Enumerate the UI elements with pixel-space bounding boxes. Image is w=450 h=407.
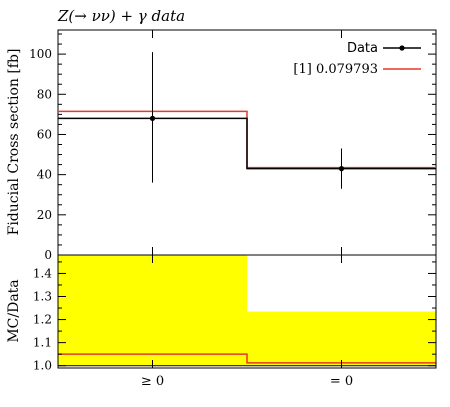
main-y-tick-label: 20 [37,208,52,222]
ratio-x-axis: ≥ 0 = 0 [141,255,353,389]
legend: Data [1] 0.079793 [293,41,421,77]
x-category-label: ≥ 0 [141,374,164,389]
legend-label-data: Data [347,41,378,56]
data-point [338,166,345,172]
main-y-tick-label: 0 [44,248,52,262]
legend-marker-data [399,45,405,51]
ratio-uncertainty-band [58,255,436,366]
main-y-axis-label: Fiducial Cross section [fb] [6,49,22,236]
main-plot-area [58,52,436,189]
main-y-tick-label: 40 [37,168,52,182]
ratio-y-axis: 1.0 1.1 1.2 1.3 1.4 [33,261,436,373]
ratio-panel-frame [57,254,437,369]
main-y-axis: 0 20 40 60 80 100 [29,33,436,262]
x-category-label: = 0 [330,374,353,389]
ratio-band-bin [58,255,247,366]
main-y-tick-label: 80 [37,87,52,101]
ratio-y-tick-label: 1.2 [33,313,52,327]
main-y-tick-label: 100 [29,47,52,61]
ratio-y-axis-label: MC/Data [6,279,22,342]
ratio-y-tick-label: 1.1 [33,336,52,350]
main-x-ticks [152,30,342,255]
ratio-y-tick-label: 1.4 [33,266,52,280]
legend-label-mc: [1] 0.079793 [293,62,378,77]
step-line-2 [58,117,436,170]
chart-title: Z(→ νν) + γ data [57,7,185,25]
main-y-tick-label: 60 [37,127,52,141]
ratio-band-bin [247,311,436,366]
ratio-y-tick-label: 1.3 [33,290,52,304]
ratio-y-tick-label: 1.0 [33,359,52,373]
data-point [149,115,156,121]
